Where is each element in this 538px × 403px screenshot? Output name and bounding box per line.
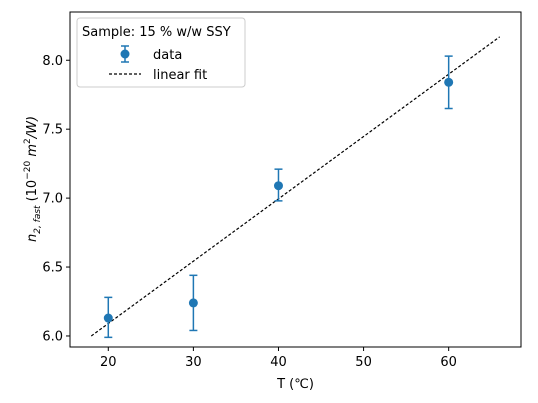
plot-layer: [90, 36, 501, 339]
y-axis-title-units-exp: −20: [23, 161, 33, 180]
y-axis-title: n2, fast (10−20 m2/W): [23, 116, 43, 242]
y-tick-label: 8.0: [42, 54, 63, 69]
y-axis-title-sub: 2, fast: [33, 205, 43, 234]
data-point: [103, 313, 113, 323]
data-point: [444, 77, 454, 87]
x-tick-label: 60: [440, 355, 457, 370]
plot-frame: [69, 11, 522, 348]
legend-box: [76, 17, 246, 88]
legend-label-fit: linear fit: [153, 68, 207, 83]
data-point: [273, 181, 283, 191]
y-tick-label: 6.5: [42, 261, 63, 276]
y-tick-label: 6.0: [42, 329, 63, 344]
legend-label-data: data: [153, 48, 182, 63]
x-tick-label: 30: [185, 355, 202, 370]
x-tick-label: 20: [100, 355, 117, 370]
y-axis-title-units-prefix: (10: [25, 180, 40, 202]
y-axis-title-units-mid: m: [25, 144, 40, 161]
y-axis-title-units-suffix: /W): [25, 116, 40, 139]
data-point: [188, 298, 198, 308]
x-tick-label: 40: [270, 355, 287, 370]
legend: Sample: 15 % w/w SSY data linear fit: [76, 17, 246, 88]
y-tick-label: 7.5: [42, 123, 63, 138]
linear-fit-line: [90, 36, 501, 337]
legend-marker-data: [120, 45, 130, 63]
x-tick-label: 50: [355, 355, 372, 370]
y-axis-title-n: n: [25, 234, 40, 242]
y-axis-title-units-exp2: 2: [23, 138, 33, 144]
x-axis-title: T (℃): [276, 377, 314, 392]
y-tick-label: 7.0: [42, 192, 63, 207]
legend-title: Sample: 15 % w/w SSY: [82, 25, 231, 40]
